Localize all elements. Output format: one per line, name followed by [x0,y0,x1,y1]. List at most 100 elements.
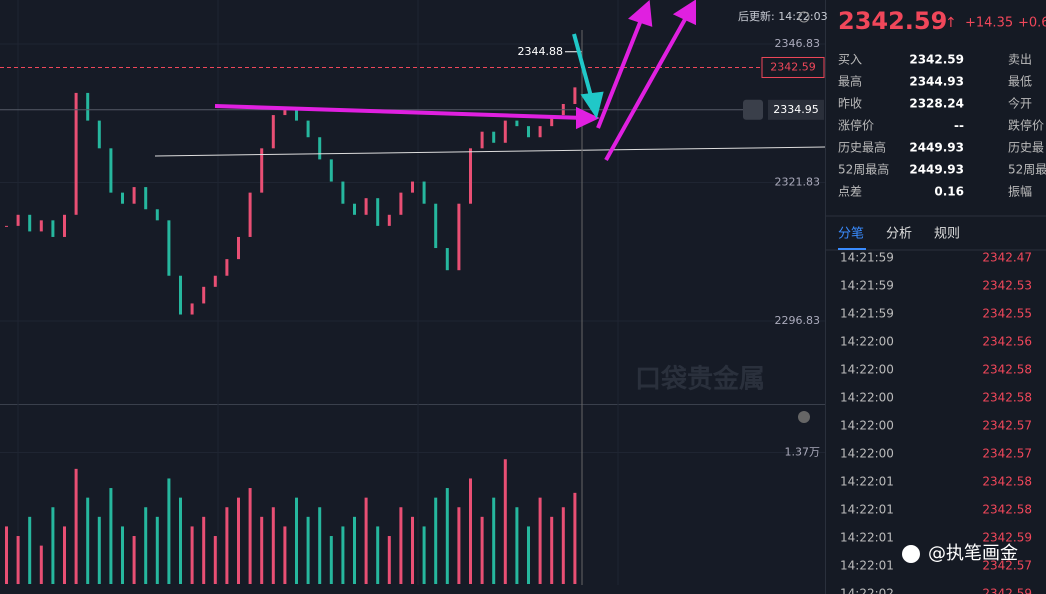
tab[interactable]: 分笔 [838,226,864,242]
quote-label: 52周最高 [838,162,889,177]
y-tick-label: 2296.83 [775,314,821,327]
candle [202,286,206,304]
candle [155,209,159,221]
volume-bar [179,497,182,584]
candle [341,181,345,204]
candle [63,214,66,237]
candle [503,120,507,143]
tab[interactable]: 分析 [886,227,912,242]
quote-label: 最高 [838,74,862,89]
tick-price: 2342.58 [982,363,1032,377]
footer-watermark: @执笔画金 [928,543,1018,564]
candle [16,214,20,226]
candle [364,198,368,215]
price-tag [761,56,825,78]
volume-bar [16,536,20,584]
volume-bar [492,497,496,584]
candle [387,214,391,226]
quote-label: 今开 [1008,96,1032,111]
quote-value: -- [954,119,964,133]
volume-bar [271,507,275,584]
candle [573,87,577,104]
volume-bar [63,526,66,584]
volume-bar [399,507,403,584]
quote-label: 买入 [838,53,862,67]
volume-bar [434,497,438,584]
tick-time: 14:22:02 [840,587,894,594]
price-tag [768,99,824,120]
tick-time: 14:22:01 [840,503,894,517]
volume-bar [51,507,55,584]
quote-label: 昨收 [838,97,862,111]
candle [550,115,554,127]
volume-bar [144,507,148,584]
volume-bar [341,526,345,584]
tick-time: 14:22:01 [840,559,894,573]
volume-bar [480,516,484,584]
tick-price: 2342.53 [982,279,1032,293]
volume-bar [213,536,217,584]
quote-label: 振幅 [1008,184,1032,199]
cyan-arrow [572,33,604,119]
volume-bar [74,468,78,584]
price-tag-label: 2334.95 [773,103,819,116]
candle [353,203,356,215]
candle [271,115,275,149]
watermark: 口袋贵金属 [635,364,765,395]
volume-bar [5,526,8,584]
volume-bar [86,497,90,584]
bell-button[interactable] [743,99,763,120]
tick-time: 14:22:00 [840,335,894,349]
volume-bar [237,497,240,584]
candle [376,198,380,226]
tick-price: 2342.59 [982,531,1032,545]
volume-bar [306,516,310,584]
change-pct: +0.6 [1018,16,1046,31]
volume-bar [515,507,519,584]
candle [248,192,252,237]
volume-bar [329,536,333,584]
candle [28,214,32,232]
tick-price: 2342.57 [982,559,1032,573]
fb-icon [902,545,920,563]
tick-price: 2342.56 [982,335,1032,349]
price-tag-label: 2342.59 [770,60,816,73]
tick-price: 2342.58 [982,475,1032,489]
quote-value: 2344.93 [909,75,964,89]
quote-label: 最低 [1008,75,1032,89]
quote-label: 历史最高 [838,140,886,155]
candle [422,181,426,204]
candle [86,92,90,121]
candle [144,187,148,210]
tick-price: 2342.57 [982,447,1032,461]
candle [329,159,333,182]
volume-bar [561,507,565,584]
annotation-arrows [214,0,696,161]
candle [527,126,530,138]
volume-bar [190,526,194,584]
side-bg [826,0,1046,594]
candle [97,120,101,149]
volume-bar [260,516,264,584]
volume-bar [527,526,530,584]
refresh-icon[interactable] [798,11,810,23]
candle [51,220,55,237]
candle [399,192,403,215]
candle [5,225,8,227]
close-icon[interactable] [798,411,810,423]
candle [179,275,182,315]
volume-bar [469,478,472,584]
candle [132,187,136,204]
tick-time: 14:22:00 [840,447,894,461]
y-tick-label: 2321.83 [775,175,821,188]
volume-bar [573,492,577,584]
volume-bar [550,516,554,584]
tab[interactable]: 规则 [934,227,960,242]
candle [318,137,322,160]
update-time: 后更新: 14:22:03 [738,9,828,23]
tick-price: 2342.59 [982,587,1032,594]
y-tick-label: 2346.83 [775,37,821,50]
quote-label: 52周最 [1008,163,1046,177]
quote-label: 历史最 [1008,141,1044,155]
